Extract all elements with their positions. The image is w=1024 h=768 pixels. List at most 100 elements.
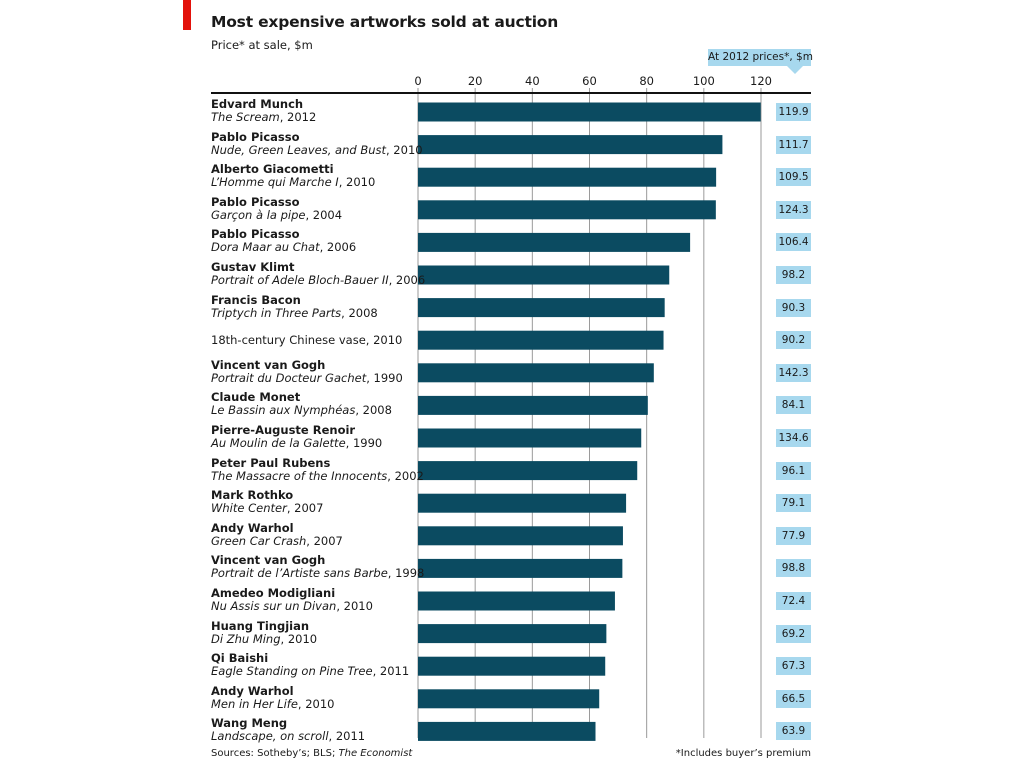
artwork-title: Triptych in Three Parts, 2008 bbox=[211, 305, 411, 320]
artist-name: Amedeo Modigliani bbox=[211, 586, 336, 600]
artist-name: Andy Warhol bbox=[211, 520, 294, 535]
axis-tick-labels: 0 20 40 60 80 100 120 bbox=[414, 74, 772, 88]
row-label: Claude Monet Le Bassin aux Nymphéas, 2008 bbox=[211, 391, 411, 417]
value-2012-tag: 124.3 bbox=[776, 200, 811, 219]
artist-name: Pierre-Auguste Renoir bbox=[211, 423, 356, 437]
bar bbox=[418, 656, 606, 676]
artist-name: Mark Rothko bbox=[211, 488, 294, 503]
x-tick-label: 100 bbox=[693, 74, 715, 88]
artwork-title: Portrait de l’Artiste sans Barbe, 1998 bbox=[211, 567, 424, 580]
bar bbox=[418, 689, 600, 709]
row-label: Qi Baishi Eagle Standing on Pine Tree, 20… bbox=[211, 652, 411, 678]
artist-name: Claude Monet bbox=[211, 390, 301, 405]
header-rule bbox=[211, 92, 811, 94]
sale-year: , 2010 bbox=[386, 142, 423, 157]
sale-year: , 2010 bbox=[338, 175, 376, 190]
sale-year: , 2011 bbox=[372, 664, 410, 679]
sale-year: , 2010 bbox=[297, 696, 335, 711]
artist-name: Pablo Picasso bbox=[211, 194, 300, 209]
row-label: Vincent van Gogh Portrait de l’Artiste sa… bbox=[211, 553, 424, 580]
value-2012-tag: 79.1 bbox=[776, 494, 811, 513]
sale-year: , 2012 bbox=[279, 110, 317, 124]
artwork-title: Di Zhu Ming, 2010 bbox=[211, 631, 411, 646]
sale-year: , 2007 bbox=[286, 501, 324, 516]
bar bbox=[418, 298, 665, 318]
artist-name: Vincent van Gogh bbox=[211, 357, 326, 372]
artwork-name: Di Zhu Ming bbox=[211, 631, 281, 646]
x-tick-label: 120 bbox=[750, 74, 772, 88]
artwork-name: Portrait of Adele Bloch-Bauer II bbox=[211, 273, 389, 287]
accent-bar bbox=[183, 0, 191, 30]
artwork-title: Le Bassin aux Nymphéas, 2008 bbox=[211, 404, 411, 417]
sale-year: , 2008 bbox=[355, 403, 392, 418]
bar bbox=[418, 624, 607, 644]
artist-name: Vincent van Gogh bbox=[211, 553, 326, 568]
artwork-title: Landscape, on scroll, 2011 bbox=[211, 730, 411, 743]
x-tick-label: 60 bbox=[582, 74, 597, 88]
artwork-name: Triptych in Three Parts bbox=[211, 305, 342, 320]
artist-name: Huang Tingjian bbox=[211, 618, 310, 633]
secondary-header-arrow bbox=[787, 66, 803, 74]
artwork-title: Au Moulin de la Galette, 1990 bbox=[211, 437, 411, 450]
sale-year: , 2004 bbox=[305, 207, 343, 222]
artist-name: Andy Warhol bbox=[211, 683, 294, 698]
value-2012-tag: 90.2 bbox=[776, 331, 811, 350]
artist-name: Pablo Picasso bbox=[211, 227, 300, 242]
bar bbox=[418, 428, 642, 448]
row-label: Huang Tingjian Di Zhu Ming, 2010 bbox=[211, 618, 411, 646]
sale-year: , 2010 bbox=[336, 599, 373, 613]
source-note: Sources: Sotheby’s; BLS; The Economist bbox=[211, 748, 412, 759]
sale-year: , 2010 bbox=[280, 631, 318, 646]
sale-year: , 2011 bbox=[328, 729, 366, 744]
sale-year: , 2006 bbox=[319, 240, 357, 255]
value-2012-tag: 106.4 bbox=[776, 233, 811, 252]
artwork-name: Green Car Crash bbox=[211, 533, 307, 548]
artwork-name: Au Moulin de la Galette bbox=[211, 436, 346, 450]
artwork-title: Nu Assis sur un Divan, 2010 bbox=[211, 600, 411, 613]
value-2012-tag: 72.4 bbox=[776, 592, 811, 610]
row-label: Edvard Munch The Scream, 2012 bbox=[211, 98, 411, 124]
row-label: 18th-century Chinese vase, 2010 bbox=[211, 333, 411, 347]
artwork-name: Landscape, on scroll bbox=[211, 729, 329, 744]
artist-name: Wang Meng bbox=[211, 716, 288, 731]
artwork-name: Portrait du Docteur Gachet bbox=[211, 370, 367, 385]
value-2012-tag: 142.3 bbox=[776, 363, 811, 382]
row-label: Gustav Klimt Portrait of Adele Bloch-Baue… bbox=[211, 260, 425, 287]
sale-year: , 2007 bbox=[306, 533, 343, 548]
chart-subtitle: Price* at sale, $m bbox=[211, 38, 313, 52]
value-2012-tag: 84.1 bbox=[776, 396, 811, 415]
artist-name: Qi Baishi bbox=[211, 651, 269, 666]
artwork-title: Eagle Standing on Pine Tree, 2011 bbox=[211, 665, 411, 678]
x-tick-label: 20 bbox=[468, 74, 483, 88]
artwork-name: Eagle Standing on Pine Tree bbox=[211, 664, 373, 679]
artist-name: Gustav Klimt bbox=[211, 260, 295, 274]
artwork-title: The Scream, 2012 bbox=[211, 111, 411, 124]
chart-title: Most expensive artworks sold at auction bbox=[211, 13, 559, 31]
artwork-title: Garçon à la pipe, 2004 bbox=[211, 207, 411, 222]
bar bbox=[418, 526, 623, 546]
value-2012-tag: 66.5 bbox=[776, 689, 811, 708]
artwork-name: L’Homme qui Marche I bbox=[211, 175, 339, 190]
x-tick-label: 0 bbox=[414, 74, 421, 88]
bar bbox=[418, 330, 664, 350]
row-label: Peter Paul Rubens The Massacre of the Inn… bbox=[211, 456, 424, 483]
artist-name: Edvard Munch bbox=[211, 97, 304, 111]
source-publication: The Economist bbox=[338, 748, 413, 759]
artwork-name: White Center bbox=[211, 501, 287, 516]
row-label: Alberto Giacometti L’Homme qui Marche I, … bbox=[211, 163, 411, 189]
value-2012-tag: 98.2 bbox=[776, 266, 811, 284]
x-tick-label: 80 bbox=[639, 74, 654, 88]
bar bbox=[418, 167, 717, 187]
row-label: Francis Bacon Triptych in Three Parts, 20… bbox=[211, 293, 411, 320]
bar bbox=[418, 493, 627, 513]
artwork-title: L’Homme qui Marche I, 2010 bbox=[211, 176, 411, 189]
value-2012-tag: 109.5 bbox=[776, 168, 811, 187]
footnote: *Includes buyer’s premium bbox=[675, 748, 811, 759]
artwork-title: White Center, 2007 bbox=[211, 502, 411, 515]
artwork-title: Green Car Crash, 2007 bbox=[211, 533, 411, 548]
value-2012-tag: 69.2 bbox=[776, 624, 811, 643]
bar bbox=[418, 363, 654, 383]
artwork-title: Nude, Green Leaves, and Bust, 2010 bbox=[211, 143, 423, 157]
row-label: Andy Warhol Men in Her Life, 2010 bbox=[211, 683, 411, 711]
